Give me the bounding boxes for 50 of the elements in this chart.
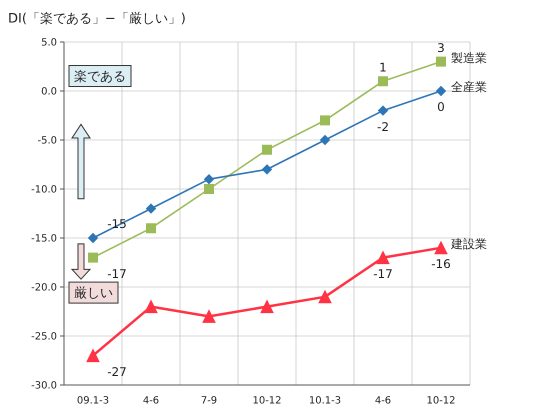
point bbox=[320, 115, 330, 126]
point bbox=[436, 86, 446, 96]
annotation: 楽である bbox=[74, 70, 126, 85]
point bbox=[88, 252, 98, 263]
y-tick-label: -10.0 bbox=[31, 184, 57, 196]
data-label: -27 bbox=[107, 364, 127, 379]
series-label: 建設業 bbox=[450, 237, 487, 251]
point bbox=[318, 290, 332, 304]
x-tick-label: 4-6 bbox=[142, 396, 160, 406]
point bbox=[262, 144, 272, 155]
chart-title: DI(「楽である」−「厳しい」) bbox=[8, 12, 186, 27]
point bbox=[146, 204, 156, 214]
point bbox=[144, 300, 158, 314]
data-label: 3 bbox=[437, 40, 445, 55]
data-label: -2 bbox=[377, 120, 389, 134]
y-tick-label: 0.0 bbox=[41, 86, 57, 98]
point bbox=[378, 76, 388, 86]
annotation: 厳しい bbox=[74, 286, 113, 302]
point bbox=[434, 241, 448, 254]
x-tick-label: 4-6 bbox=[374, 396, 392, 406]
x-tick-label: 10-12 bbox=[252, 396, 282, 406]
point bbox=[86, 349, 100, 362]
point bbox=[146, 223, 156, 234]
series-label: 全産業 bbox=[451, 80, 487, 94]
x-tick-label: 7-9 bbox=[200, 396, 218, 406]
point bbox=[204, 184, 214, 194]
point bbox=[202, 310, 216, 323]
y-tick-label: -15.0 bbox=[31, 234, 57, 244]
y-tick-label: -25.0 bbox=[31, 332, 57, 342]
point bbox=[204, 174, 214, 184]
data-label: 0 bbox=[437, 100, 445, 114]
point bbox=[436, 56, 446, 67]
data-label: 1 bbox=[379, 60, 387, 74]
y-tick-label: -5.0 bbox=[37, 136, 57, 146]
point bbox=[378, 106, 388, 116]
point bbox=[376, 251, 390, 264]
x-tick-label: 10-12 bbox=[426, 396, 456, 406]
data-label: -17 bbox=[373, 266, 393, 281]
y-tick-label: -20.0 bbox=[31, 282, 57, 294]
data-label: -16 bbox=[431, 257, 451, 271]
point bbox=[262, 164, 272, 174]
point bbox=[88, 233, 98, 243]
x-tick-label: 09.1-3 bbox=[76, 396, 110, 406]
x-tick-label: 10.1-3 bbox=[308, 396, 342, 406]
point bbox=[260, 300, 274, 314]
series-label: 製造業 bbox=[451, 50, 487, 65]
y-tick-label: 5.0 bbox=[41, 38, 57, 48]
y-tick-label: -30.0 bbox=[31, 380, 57, 392]
data-label: -17 bbox=[107, 266, 127, 281]
point bbox=[320, 135, 330, 145]
